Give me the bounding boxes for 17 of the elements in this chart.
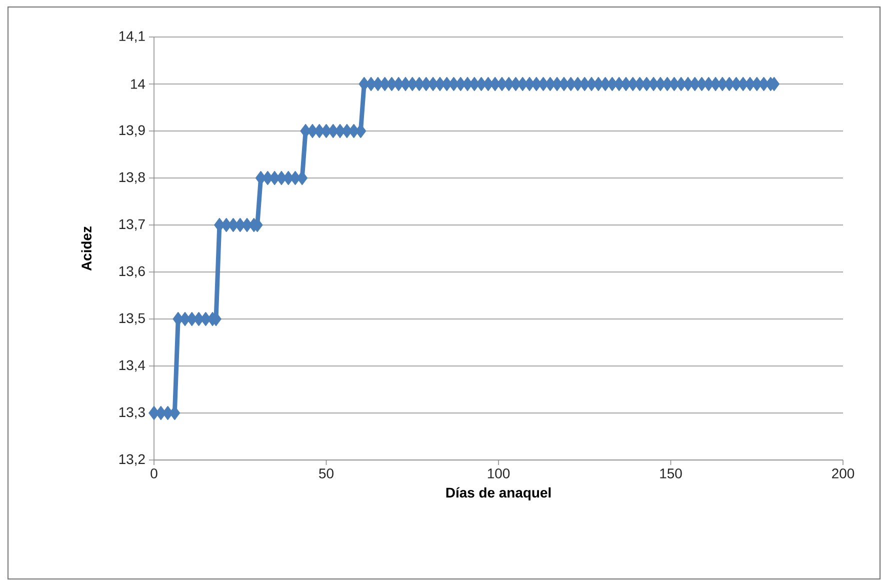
x-tick-label: 0 — [150, 468, 158, 478]
y-tick-label: 14,1 — [119, 31, 145, 43]
y-tick-label: 13,7 — [119, 219, 145, 231]
y-tick-label: 13,9 — [119, 125, 145, 137]
y-axis-title: Acidez — [81, 226, 92, 271]
x-tick-label: 50 — [319, 468, 334, 478]
x-axis-title: Días de anaquel — [446, 487, 551, 500]
x-tick-label: 150 — [660, 468, 682, 478]
y-tick-label: 13,4 — [119, 360, 146, 372]
y-tick-label: 13,6 — [119, 266, 145, 278]
y-tick-label: 13,8 — [119, 172, 145, 184]
y-tick-label: 13,3 — [119, 407, 145, 419]
y-tick-label: 13,5 — [119, 313, 145, 325]
x-tick-label: 100 — [488, 468, 510, 478]
y-tick-label: 13,2 — [119, 454, 145, 466]
x-tick-label: 200 — [832, 468, 854, 478]
y-tick-label: 14 — [131, 79, 146, 89]
